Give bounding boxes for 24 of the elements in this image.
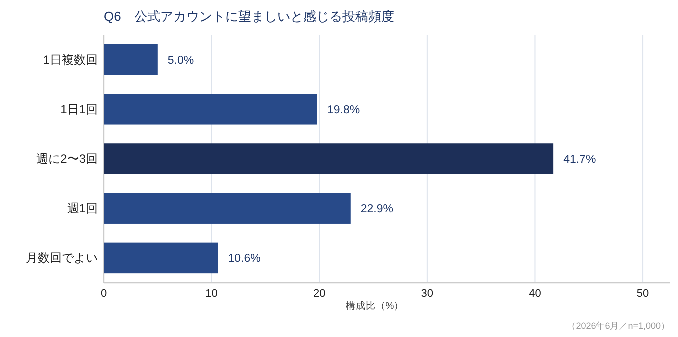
x-tick-label: 30 (421, 288, 434, 300)
x-tick-label: 40 (529, 288, 542, 300)
x-tick-label: 50 (636, 288, 650, 300)
y-tick-label: 1日1回 (60, 102, 98, 116)
bar (104, 193, 351, 224)
x-axis-title: 構成比（%） (346, 300, 404, 312)
bar (104, 242, 218, 274)
y-tick-label: 週に2〜3回 (36, 152, 98, 166)
data-label: 19.8% (327, 104, 360, 116)
data-label: 5.0% (168, 54, 194, 67)
x-tick-label: 10 (206, 288, 218, 300)
chart-title: Q6 公式アカウントに望ましいと感じる投稿頻度 (104, 9, 394, 24)
data-label: 41.7% (564, 154, 596, 166)
y-tick-label: 週1回 (67, 202, 98, 216)
bar (104, 94, 318, 125)
bar (104, 44, 158, 76)
x-tick-label: 0 (100, 288, 108, 300)
bar (104, 144, 554, 174)
y-tick-label: 月数回でよい (26, 251, 98, 266)
x-tick-label: 20 (313, 288, 326, 300)
text: （2026年6月／n=1,000） (567, 321, 670, 331)
data-label: 10.6% (228, 253, 261, 266)
data-label: 22.9% (360, 204, 394, 216)
y-tick-label: 1日複数回 (43, 52, 98, 67)
